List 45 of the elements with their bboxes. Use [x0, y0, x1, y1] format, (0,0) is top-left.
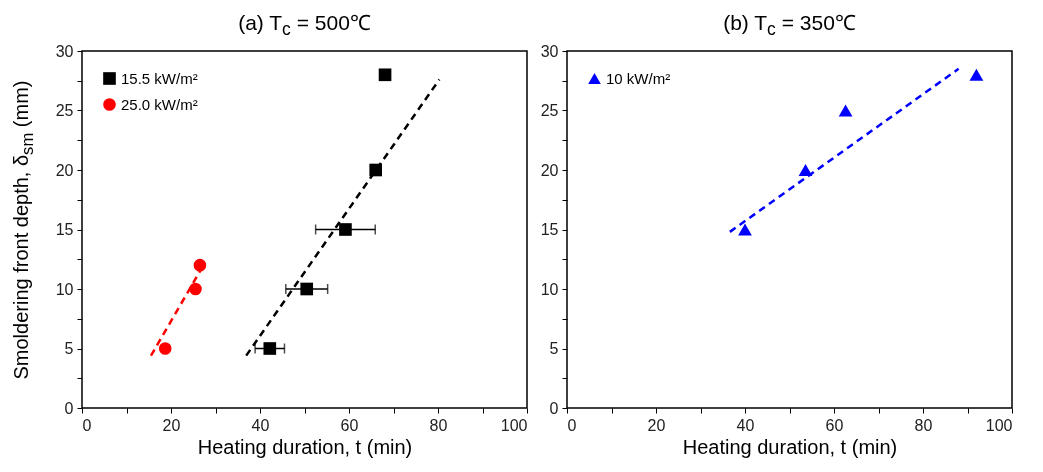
point — [189, 282, 202, 296]
y-tick-label: 25 — [55, 102, 74, 119]
x-tick-label: 100 — [500, 416, 528, 434]
x-tick-label: 20 — [162, 416, 181, 434]
point — [339, 223, 352, 236]
y-tick-label: 0 — [549, 399, 559, 417]
y-tick-label: 15 — [540, 221, 559, 238]
point — [369, 163, 383, 177]
y-tick-label: 25 — [540, 102, 559, 119]
legend-label: 15.5 kW/m² — [121, 69, 198, 87]
y-tick-label: 5 — [64, 340, 74, 357]
point — [378, 68, 392, 82]
y-tick-label: 10 — [55, 280, 74, 298]
x-tick-label: 40 — [251, 416, 270, 434]
y-tick-label: 20 — [540, 161, 559, 179]
point — [969, 68, 984, 81]
y-tick-label: 15 — [55, 221, 74, 238]
point — [263, 342, 277, 355]
point — [738, 223, 752, 236]
x-tick-label: 80 — [914, 416, 933, 434]
x-tick-label: 20 — [647, 416, 666, 434]
chart-title: (b) T$_{c}$ = 350℃ — [722, 10, 857, 41]
point — [193, 258, 207, 272]
legend-label: 25.0 kW/m² — [121, 95, 198, 113]
x-tick-label: 40 — [736, 416, 755, 434]
y-tick-label: 0 — [64, 399, 74, 417]
x-axis-title: Heating duration, t (min) — [197, 435, 413, 458]
x-tick-label: 80 — [429, 416, 448, 434]
point — [798, 164, 813, 176]
point — [300, 282, 314, 296]
x-tick-label: 100 — [985, 416, 1013, 434]
x-tick-label: 0 — [82, 416, 92, 434]
x-tick-label: 60 — [340, 416, 359, 434]
chart-title: (a) T$_{c}$ = 500℃ — [237, 10, 372, 41]
point — [838, 104, 853, 117]
point — [158, 342, 172, 355]
y-tick-label: 5 — [549, 340, 559, 357]
legend-label: 10 kW/m² — [606, 69, 671, 87]
y-tick-label: 30 — [540, 42, 559, 60]
y-tick-label: 20 — [55, 161, 74, 179]
x-tick-label: 0 — [567, 416, 577, 434]
y-tick-label: 30 — [55, 42, 74, 60]
y-tick-label: 10 — [540, 280, 559, 298]
x-tick-label: 60 — [825, 416, 844, 434]
x-axis-title: Heating duration, t (min) — [682, 435, 898, 458]
